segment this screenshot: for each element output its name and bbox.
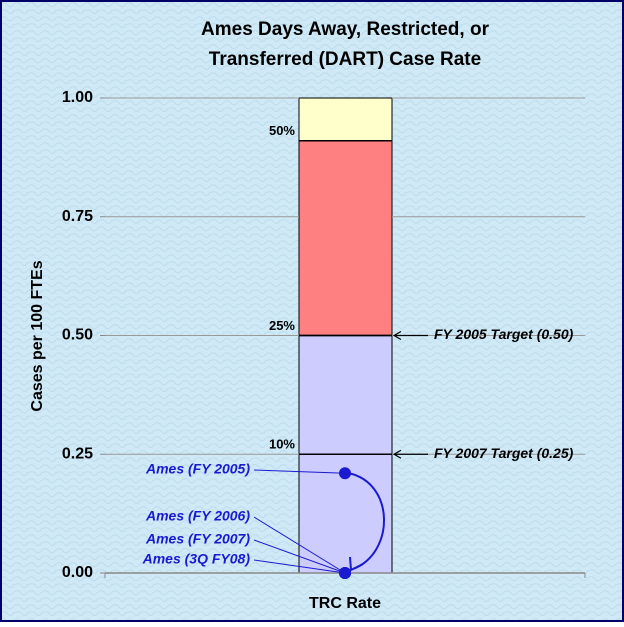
chart-title: Transferred (DART) Case Rate	[209, 49, 481, 70]
x-axis-label: TRC Rate	[309, 595, 381, 612]
target-label: FY 2005 Target (0.50)	[434, 326, 574, 342]
target-arrow	[392, 449, 428, 459]
target-arrow	[392, 330, 428, 341]
leader-line	[253, 516, 346, 574]
y-tick-label: 0.75	[62, 208, 93, 225]
point-label: Ames (FY 2007)	[145, 531, 250, 547]
point-label: Ames (FY 2006)	[145, 508, 250, 524]
percentile-label: 50%	[269, 123, 295, 138]
chart-title: Ames Days Away, Restricted, or	[201, 19, 490, 40]
trend-arrowhead	[349, 556, 364, 572]
percentile-label: 25%	[269, 318, 295, 333]
target-label: FY 2007 Target (0.25)	[434, 445, 574, 461]
percentile-label: 10%	[269, 437, 295, 452]
y-tick-label: 0.50	[62, 327, 93, 344]
y-axis-label: Cases per 100 FTEs	[29, 260, 46, 411]
y-tick-label: 1.00	[62, 89, 93, 106]
point	[339, 467, 351, 480]
leader-line	[253, 559, 346, 574]
y-tick-label: 0.25	[62, 445, 93, 462]
leader-line	[253, 539, 346, 574]
trend-arrow	[348, 472, 385, 570]
y-tick-label: 0.00	[62, 564, 93, 581]
point-label: Ames (FY 2005)	[145, 461, 250, 477]
point	[339, 567, 351, 579]
point-label: Ames (3Q FY08)	[142, 551, 251, 567]
bar-segment	[298, 140, 393, 336]
leader-line	[253, 469, 346, 474]
bar-segment	[298, 97, 393, 142]
